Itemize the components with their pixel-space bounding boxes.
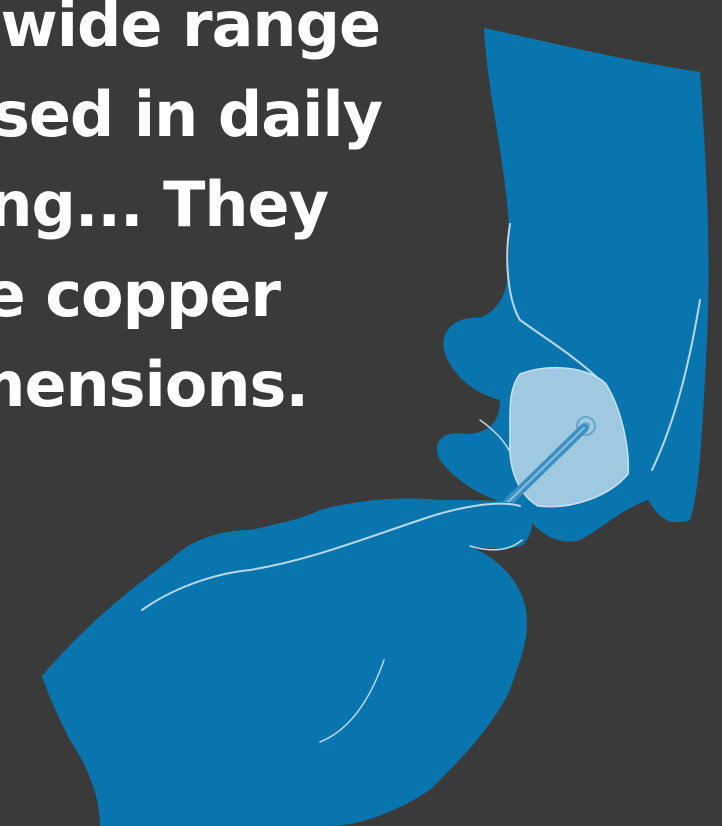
text-line-3: ing... They xyxy=(0,168,329,241)
text-line-2: sed in daily xyxy=(0,78,383,151)
upper-gloved-hand-icon xyxy=(436,28,709,542)
text-line-1: wide range xyxy=(0,0,381,61)
text-line-4: e copper xyxy=(0,258,281,331)
text-line-5: mensions. xyxy=(0,348,309,420)
probe-icon xyxy=(495,423,589,515)
body-text: wide range sed in daily ing... They e co… xyxy=(0,0,420,420)
lower-gloved-hand-icon xyxy=(42,498,532,826)
